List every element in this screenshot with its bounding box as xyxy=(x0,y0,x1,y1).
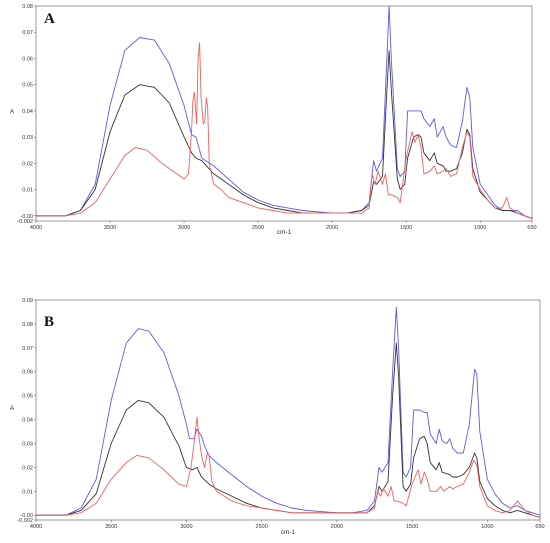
x-tick-label: 2500 xyxy=(256,524,268,530)
y-tick-label: 0.01 xyxy=(22,188,33,194)
y-tick-label: 0.03 xyxy=(22,441,33,447)
x-tick-label: 3500 xyxy=(104,225,116,231)
spectrum-line-blue xyxy=(36,306,541,516)
y-tick-label: 0.09 xyxy=(22,298,33,304)
x-tick-label: 3500 xyxy=(105,524,117,530)
x-tick-label: 2500 xyxy=(252,225,264,231)
x-tick-label: 1000 xyxy=(474,225,486,231)
x-tick-label: 650 xyxy=(527,225,536,231)
y-tick-label: 0.05 xyxy=(22,394,33,400)
x-tick-label: 1500 xyxy=(406,524,418,530)
x-tick-label: 4000 xyxy=(30,225,42,231)
spectrum-line-blue xyxy=(36,5,533,219)
y-tick-label: 0.05 xyxy=(22,83,33,89)
y-tick-label: 0.06 xyxy=(22,56,33,62)
x-tick-label: 3000 xyxy=(178,225,190,231)
spectrum-line-red xyxy=(36,416,541,519)
y-axis-label: A xyxy=(10,405,15,412)
x-tick-label: 1000 xyxy=(481,524,493,530)
x-tick-label: 1500 xyxy=(400,225,412,231)
y-tick-label: 0.01 xyxy=(22,489,33,495)
y-tick-label: 0.02 xyxy=(22,465,33,471)
y-tick-label: 0.07 xyxy=(22,346,33,352)
plot-frame xyxy=(35,5,533,222)
y-tick-label: 0.03 xyxy=(22,135,33,141)
spectrum-line-black xyxy=(36,342,541,519)
panel-b-spectrum-chart: -0.002-0.00 0.01 0.02 0.03 0.04 0.05 0.06 0.07 0… xyxy=(10,298,545,536)
y-tick-label: 0.08 xyxy=(22,322,33,328)
panel-label: A xyxy=(44,11,55,27)
spectrum-line-black xyxy=(36,50,533,219)
y-tick-label: 0.06 xyxy=(22,370,33,376)
x-axis-label: cm-1 xyxy=(277,229,292,236)
y-tick-label: -0.00 xyxy=(20,214,33,220)
y-tick-label: 0.08 xyxy=(22,4,33,10)
panel-label: B xyxy=(44,314,54,330)
y-axis-label: A xyxy=(10,109,15,116)
x-tick-label: 650 xyxy=(535,524,544,530)
x-tick-label: 2000 xyxy=(331,524,343,530)
x-axis-label: cm-1 xyxy=(281,529,296,536)
y-tick-label: -0.00 xyxy=(20,513,33,519)
y-tick-label: 0.04 xyxy=(22,109,33,115)
y-tick-label: -0.002 xyxy=(17,219,33,225)
spectrum-line-red xyxy=(36,42,533,219)
x-tick-label: 2000 xyxy=(326,225,338,231)
y-tick-label: -0.002 xyxy=(17,518,33,524)
y-tick-label: 0.07 xyxy=(22,30,33,36)
y-tick-label: 0.04 xyxy=(22,418,33,424)
panel-a-spectrum-chart: -0.002-0.00 0.01 0.02 0.03 0.04 0.05 0.06 0.07 0… xyxy=(10,4,537,236)
x-tick-label: 4000 xyxy=(30,524,42,530)
plot-frame xyxy=(35,299,541,521)
x-tick-label: 3000 xyxy=(180,524,192,530)
y-tick-label: 0.02 xyxy=(22,161,33,167)
